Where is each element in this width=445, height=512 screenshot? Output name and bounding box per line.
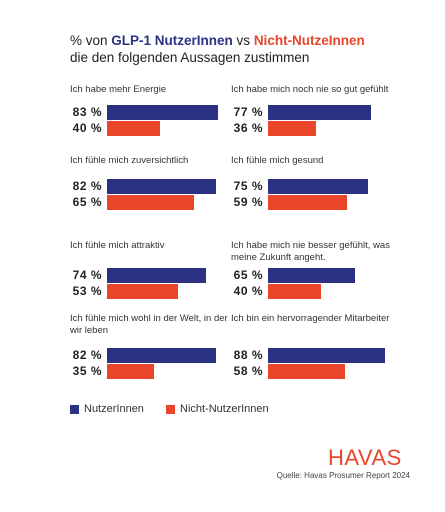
bar-nonusers bbox=[268, 364, 345, 379]
bar-row-users: 65 % bbox=[231, 268, 391, 283]
panel-1: Ich habe mehr Energie 83 % 40 % bbox=[70, 84, 230, 154]
bar-nonusers bbox=[268, 121, 316, 136]
value-label-users: 74 % bbox=[72, 268, 102, 282]
bar-row-users: 74 % bbox=[70, 268, 230, 283]
value-label-users: 82 % bbox=[72, 179, 102, 193]
statement-label: Ich fühle mich wohl in der Welt, in der … bbox=[70, 313, 228, 336]
statement-label: Ich fühle mich gesund bbox=[231, 155, 324, 166]
legend-swatch-nonusers bbox=[166, 405, 175, 414]
value-label-nonusers: 58 % bbox=[233, 364, 263, 378]
value-label-users: 75 % bbox=[233, 179, 263, 193]
bar-row-users: 82 % bbox=[70, 179, 230, 194]
bar-row-nonusers: 53 % bbox=[70, 284, 230, 299]
value-label-nonusers: 53 % bbox=[72, 284, 102, 298]
title-subtitle: die den folgenden Aussagen zustimmen bbox=[70, 50, 310, 65]
value-label-nonusers: 59 % bbox=[233, 195, 263, 209]
statement-label: Ich habe mehr Energie bbox=[70, 84, 167, 95]
value-label-nonusers: 40 % bbox=[233, 284, 263, 298]
statement-label: Ich habe mich nie besser gefühlt, was me… bbox=[231, 240, 390, 263]
panel-3: Ich fühle mich zuversichtlich 82 % 65 % bbox=[70, 155, 230, 225]
value-label-nonusers: 36 % bbox=[233, 121, 263, 135]
statement-label: Ich bin ein hervorragender Mitarbeiter bbox=[231, 313, 390, 324]
bar-row-users: 83 % bbox=[70, 105, 230, 120]
panel-8: Ich bin ein hervorragender Mitarbeiter 88… bbox=[231, 313, 391, 383]
panel-4: Ich fühle mich gesund 75 % 59 % bbox=[231, 155, 391, 225]
bar-nonusers bbox=[268, 195, 347, 210]
bar-row-users: 88 % bbox=[231, 348, 391, 363]
bar-nonusers bbox=[268, 284, 321, 299]
value-label-users: 88 % bbox=[233, 348, 263, 362]
bar-row-users: 75 % bbox=[231, 179, 391, 194]
bar-row-nonusers: 35 % bbox=[70, 364, 230, 379]
bar-users bbox=[268, 179, 368, 194]
bar-users bbox=[107, 268, 206, 283]
title-vs: vs bbox=[232, 33, 254, 48]
bar-row-nonusers: 59 % bbox=[231, 195, 391, 210]
bar-nonusers bbox=[107, 121, 160, 136]
bar-nonusers bbox=[107, 364, 154, 379]
bar-users bbox=[268, 105, 371, 120]
legend-swatch-users bbox=[70, 405, 79, 414]
value-label-nonusers: 65 % bbox=[72, 195, 102, 209]
bar-row-users: 82 % bbox=[70, 348, 230, 363]
bar-row-nonusers: 58 % bbox=[231, 364, 391, 379]
bar-users bbox=[107, 105, 218, 120]
source-note: Quelle: Havas Prosumer Report 2024 bbox=[276, 471, 410, 480]
title-users-label: GLP-1 NutzerInnen bbox=[111, 33, 233, 48]
panel-5: Ich fühle mich attraktiv 74 % 53 % bbox=[70, 240, 230, 310]
bar-row-nonusers: 36 % bbox=[231, 121, 391, 136]
bar-row-nonusers: 40 % bbox=[70, 121, 230, 136]
panel-2: Ich habe mich noch nie so gut gefühlt 77 … bbox=[231, 84, 391, 154]
bar-nonusers bbox=[107, 195, 194, 210]
statement-label: Ich habe mich noch nie so gut gefühlt bbox=[231, 84, 389, 95]
legend-label-nonusers: Nicht-NutzerInnen bbox=[180, 403, 269, 415]
bar-row-nonusers: 65 % bbox=[70, 195, 230, 210]
bar-users bbox=[107, 348, 216, 363]
title-nonusers-label: Nicht-NutzeInnen bbox=[253, 33, 365, 48]
panel-6: Ich habe mich nie besser gefühlt, was me… bbox=[231, 240, 391, 310]
value-label-users: 83 % bbox=[72, 105, 102, 119]
havas-logo: HAVAS bbox=[328, 445, 402, 470]
value-label-users: 65 % bbox=[233, 268, 263, 282]
panel-7: Ich fühle mich wohl in der Welt, in der … bbox=[70, 313, 230, 383]
legend-label-users: NutzerInnen bbox=[84, 403, 144, 415]
bar-nonusers bbox=[107, 284, 178, 299]
bar-row-nonusers: 40 % bbox=[231, 284, 391, 299]
value-label-users: 82 % bbox=[72, 348, 102, 362]
statement-label: Ich fühle mich attraktiv bbox=[70, 240, 165, 251]
bar-users bbox=[268, 268, 355, 283]
value-label-nonusers: 40 % bbox=[72, 121, 102, 135]
value-label-users: 77 % bbox=[233, 105, 263, 119]
chart-title: % von GLP-1 NutzerInnen vs Nicht-NutzeIn… bbox=[70, 32, 430, 66]
bar-row-users: 77 % bbox=[231, 105, 391, 120]
value-label-nonusers: 35 % bbox=[72, 364, 102, 378]
bar-users bbox=[107, 179, 216, 194]
title-prefix: % von bbox=[70, 33, 112, 48]
statement-label: Ich fühle mich zuversichtlich bbox=[70, 155, 189, 166]
bar-users bbox=[268, 348, 385, 363]
